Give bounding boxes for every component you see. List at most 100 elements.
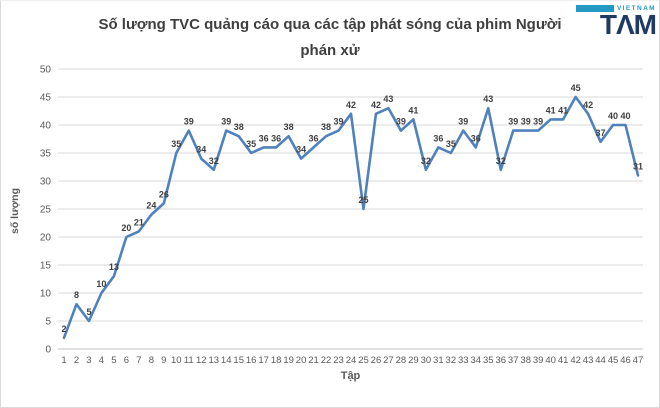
x-tick-label: 15 xyxy=(233,355,244,366)
data-point-label: 32 xyxy=(421,156,431,166)
data-point-label: 41 xyxy=(408,105,418,115)
x-tick-label: 43 xyxy=(583,355,594,366)
data-point-label: 43 xyxy=(483,94,493,104)
data-point-label: 39 xyxy=(184,117,194,127)
data-point-label: 40 xyxy=(608,111,618,121)
data-point-label: 35 xyxy=(171,139,181,149)
data-point-label: 38 xyxy=(284,122,294,132)
data-point-label: 45 xyxy=(571,83,581,93)
x-tick-label: 30 xyxy=(421,355,432,366)
data-point-label: 10 xyxy=(96,279,106,289)
logo-brand-text: TΛM xyxy=(599,9,657,40)
x-tick-label: 20 xyxy=(296,355,307,366)
data-point-label: 36 xyxy=(471,133,481,143)
y-axis-title: số lượng xyxy=(9,188,21,234)
x-tick-label: 42 xyxy=(570,355,581,366)
y-tick-label: 20 xyxy=(40,233,52,244)
data-point-label: 13 xyxy=(109,262,119,272)
data-point-label: 39 xyxy=(533,117,543,127)
x-tick-label: 40 xyxy=(545,355,556,366)
x-tick-label: 32 xyxy=(446,355,457,366)
data-point-label: 8 xyxy=(74,290,79,300)
x-tick-label: 3 xyxy=(86,355,91,366)
data-point-label: 5 xyxy=(86,307,91,317)
x-tick-label: 16 xyxy=(246,355,257,366)
y-tick-label: 15 xyxy=(40,261,52,272)
x-tick-label: 46 xyxy=(620,355,631,366)
x-tick-label: 29 xyxy=(408,355,419,366)
x-tick-label: 22 xyxy=(321,355,332,366)
x-tick-label: 14 xyxy=(221,355,232,366)
y-tick-label: 40 xyxy=(40,121,52,132)
data-point-label: 39 xyxy=(334,117,344,127)
x-tick-label: 1 xyxy=(61,355,66,366)
data-point-label: 25 xyxy=(358,195,368,205)
data-point-label: 20 xyxy=(121,223,131,233)
x-tick-label: 44 xyxy=(595,355,606,366)
x-tick-label: 27 xyxy=(383,355,394,366)
x-tick-label: 9 xyxy=(161,355,166,366)
x-tick-label: 17 xyxy=(258,355,269,366)
x-tick-label: 5 xyxy=(111,355,116,366)
data-point-label: 35 xyxy=(246,139,256,149)
x-tick-label: 2 xyxy=(74,355,79,366)
x-tick-label: 47 xyxy=(633,355,644,366)
data-point-label: 24 xyxy=(146,201,156,211)
x-tick-label: 6 xyxy=(124,355,129,366)
x-tick-label: 35 xyxy=(483,355,494,366)
data-point-label: 36 xyxy=(259,133,269,143)
data-point-label: 26 xyxy=(159,189,169,199)
y-tick-label: 50 xyxy=(40,65,52,76)
x-tick-label: 18 xyxy=(271,355,282,366)
data-point-label: 42 xyxy=(583,100,593,110)
data-point-label: 43 xyxy=(383,94,393,104)
x-tick-label: 34 xyxy=(470,355,481,366)
chart-title: Số lượng TVC quảng cáo qua các tập phát … xyxy=(98,16,562,59)
data-point-label: 34 xyxy=(196,145,206,155)
data-point-label: 31 xyxy=(633,161,643,171)
series-line xyxy=(62,95,640,340)
data-point-label: 32 xyxy=(496,156,506,166)
data-point-label: 38 xyxy=(321,122,331,132)
x-tick-label: 37 xyxy=(508,355,519,366)
x-tick-label: 12 xyxy=(196,355,207,366)
y-tick-label: 10 xyxy=(40,289,52,300)
x-tick-label: 39 xyxy=(533,355,544,366)
x-tick-label: 10 xyxy=(171,355,182,366)
x-tick-label: 41 xyxy=(558,355,569,366)
x-tick-label: 36 xyxy=(495,355,506,366)
data-point-label: 39 xyxy=(396,117,406,127)
data-point-label: 36 xyxy=(309,133,319,143)
data-point-label: 37 xyxy=(596,128,606,138)
x-tick-label: 26 xyxy=(371,355,382,366)
data-point-label: 38 xyxy=(234,122,244,132)
x-tick-label: 13 xyxy=(208,355,219,366)
data-point-label: 41 xyxy=(558,105,568,115)
data-point-label: 42 xyxy=(371,100,381,110)
x-tick-label: 25 xyxy=(358,355,369,366)
x-tick-label: 4 xyxy=(99,355,104,366)
data-point-label: 32 xyxy=(209,156,219,166)
data-point-label: 34 xyxy=(296,145,306,155)
data-point-label: 39 xyxy=(521,117,531,127)
x-tick-label: 28 xyxy=(396,355,407,366)
y-tick-label: 0 xyxy=(45,345,51,356)
data-point-label: 21 xyxy=(134,217,144,227)
data-point-label: 39 xyxy=(221,117,231,127)
x-tick-label: 31 xyxy=(433,355,444,366)
x-axis-title: Tập xyxy=(340,370,361,382)
y-tick-label: 45 xyxy=(40,93,52,104)
logo-vietnam-text: VIETNAM xyxy=(616,5,656,12)
logo-bar-icon xyxy=(576,5,614,12)
data-point-label: 39 xyxy=(508,117,518,127)
x-tick-label: 38 xyxy=(520,355,531,366)
y-tick-label: 30 xyxy=(40,177,52,188)
x-tick-label: 33 xyxy=(458,355,469,366)
x-tick-label: 8 xyxy=(149,355,154,366)
x-tick-label: 7 xyxy=(136,355,141,366)
tam-logo: VIETNAM TΛM xyxy=(576,4,657,40)
y-tick-label: 5 xyxy=(45,317,51,328)
x-tick-label: 24 xyxy=(346,355,357,366)
